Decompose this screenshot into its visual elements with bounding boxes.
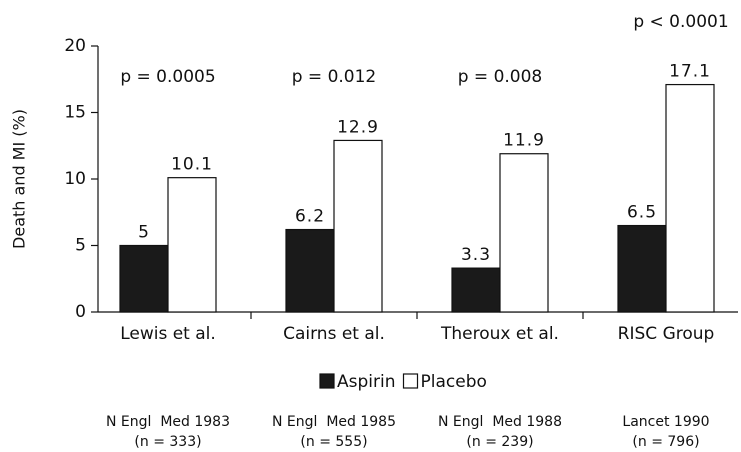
value-label: 6.5 [627, 203, 657, 223]
legend-swatch [319, 373, 335, 389]
source-journal: N Engl Med 1988 [438, 414, 562, 430]
annotation: p = 0.0005 [120, 67, 215, 87]
x-tick-label: RISC Group [618, 324, 715, 344]
y-tick-label: 15 [64, 103, 86, 123]
legend-label: Placebo [421, 372, 487, 392]
y-tick-label: 10 [64, 169, 86, 189]
bar [167, 177, 217, 313]
source-n: (n = 333) [134, 434, 201, 450]
bar [333, 139, 383, 313]
x-tick-label: Cairns et al. [283, 324, 385, 344]
value-label: 17.1 [669, 62, 711, 82]
legend-swatch [402, 373, 419, 389]
annotation: p < 0.0001 [633, 12, 728, 32]
source-n: (n = 796) [632, 434, 699, 450]
source-n: (n = 555) [300, 434, 367, 450]
source-journal: N Engl Med 1983 [106, 414, 230, 430]
source-journal: Lancet 1990 [622, 414, 709, 430]
bar [119, 244, 169, 313]
value-label: 6.2 [295, 207, 325, 227]
bar [499, 153, 549, 313]
value-label: 11.9 [503, 131, 545, 151]
y-axis-label: Death and MI (%) [10, 109, 29, 249]
bar [285, 228, 335, 313]
source-journal: N Engl Med 1985 [272, 414, 396, 430]
value-label: 3.3 [461, 245, 491, 265]
bar [617, 224, 667, 313]
x-tick-label: Lewis et al. [120, 324, 216, 344]
legend-label: Aspirin [337, 372, 396, 392]
y-tick-label: 5 [75, 236, 86, 256]
y-tick-label: 20 [64, 36, 86, 56]
bar [665, 83, 715, 313]
x-tick-label: Theroux et al. [440, 324, 559, 344]
value-label: 10.1 [171, 155, 213, 175]
bar [451, 267, 501, 313]
annotation: p = 0.008 [458, 67, 543, 87]
value-label: 5 [138, 223, 150, 243]
source-n: (n = 239) [466, 434, 533, 450]
value-label: 12.9 [337, 117, 379, 137]
y-tick-label: 0 [75, 302, 86, 322]
annotation: p = 0.012 [292, 67, 377, 87]
